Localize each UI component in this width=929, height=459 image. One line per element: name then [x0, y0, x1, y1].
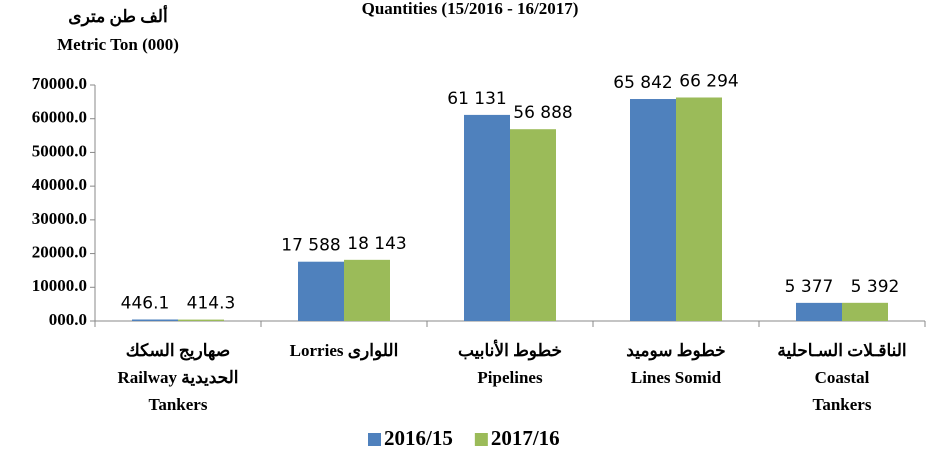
value-label: 18 143: [347, 234, 406, 254]
bar: [842, 302, 888, 321]
value-label: 65 842: [613, 73, 672, 93]
value-label: 17 588: [281, 236, 340, 256]
x-tick-label: Pipelines: [477, 368, 543, 387]
bar: [178, 319, 224, 321]
x-tick-label: خطوط الأنابيب: [458, 339, 562, 361]
value-label: 56 888: [513, 103, 572, 123]
value-label: 5 392: [851, 277, 900, 297]
value-label: 61 131: [447, 89, 506, 109]
x-tick-label: Tankers: [149, 395, 208, 414]
y-tick-label: 000.0: [49, 310, 87, 329]
bar: [298, 261, 344, 321]
legend-swatch: [368, 433, 381, 446]
bar: [344, 259, 390, 321]
bar: [132, 319, 178, 321]
value-label: 414.3: [187, 294, 236, 314]
y-tick-label: 50000.0: [32, 141, 87, 160]
y-axis-label: ألف طن مترى: [68, 4, 168, 27]
legend-label: 2016/15: [384, 426, 453, 450]
x-tick-label: Tankers: [813, 395, 872, 414]
legend-swatch: [474, 433, 488, 446]
y-tick-label: 30000.0: [32, 209, 87, 228]
y-tick-label: 70000.0: [32, 74, 87, 93]
y-tick-label: 10000.0: [32, 276, 87, 295]
x-tick-label: خطوط سوميد: [626, 341, 725, 361]
x-tick-label: Railway الحديدية: [117, 368, 238, 387]
y-tick-label: 60000.0: [32, 108, 87, 127]
x-tick-label: الناقـلات السـاحلية: [777, 341, 906, 360]
value-label: 66 294: [679, 71, 738, 91]
value-label: 446.1: [121, 293, 170, 313]
y-axis-label: Metric Ton (000): [57, 35, 179, 54]
chart-title: Quantities (15/2016 - 16/2017): [362, 0, 579, 18]
value-label: 5 377: [785, 277, 834, 297]
legend-label: 2017/16: [491, 426, 560, 450]
y-tick-label: 20000.0: [32, 242, 87, 261]
x-tick-label: Lines Somid: [631, 368, 722, 387]
bar: [630, 99, 676, 321]
bar: [464, 114, 510, 321]
x-tick-label: Coastal: [815, 368, 870, 387]
bar: [676, 97, 722, 322]
bar: [796, 302, 842, 321]
x-tick-label: Lorries اللوارى: [290, 341, 399, 361]
x-tick-label: صهاريج السكك: [126, 341, 230, 361]
bar: [510, 129, 556, 321]
y-tick-label: 40000.0: [32, 175, 87, 194]
